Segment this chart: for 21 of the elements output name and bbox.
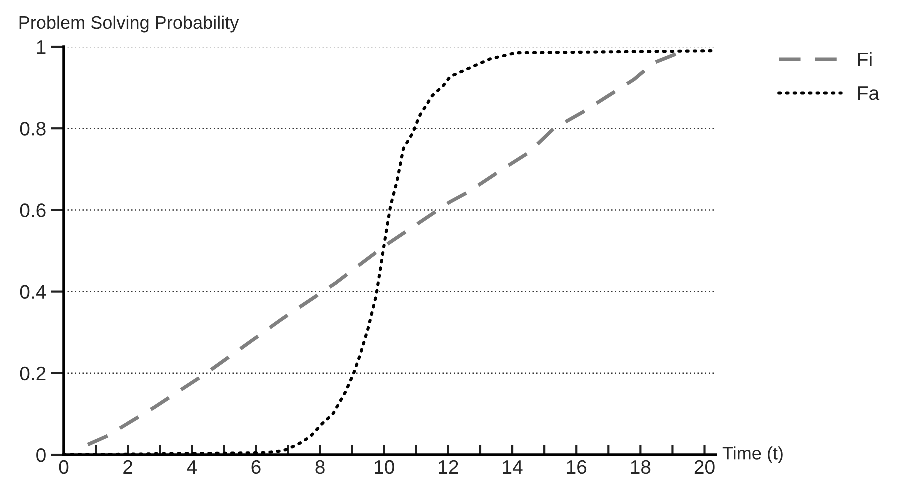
legend-label: Fi — [858, 52, 872, 66]
x-tick-label: 8 — [316, 460, 325, 474]
y-tick-label: 0.2 — [20, 366, 46, 381]
y-tick-label: 1 — [37, 40, 46, 54]
x-tick-label: 20 — [694, 460, 715, 474]
x-tick-label: 0 — [59, 460, 69, 474]
x-tick-label: 10 — [375, 460, 394, 474]
x-tick-label: 2 — [124, 460, 133, 474]
x-tick-label: 12 — [439, 460, 458, 474]
y-tick-label: 0.4 — [20, 285, 46, 300]
y-axis-title: Problem Solving Probability — [20, 16, 240, 33]
x-tick-label: 6 — [252, 460, 261, 474]
legend-label: Fa — [858, 86, 880, 100]
x-tick-label: 4 — [187, 460, 197, 474]
y-tick-label: 0.6 — [20, 204, 46, 218]
y-tick-label: 0.8 — [20, 122, 46, 136]
x-tick-label: 16 — [567, 460, 587, 474]
y-tick-label: 0 — [36, 448, 46, 462]
x-tick-label: 18 — [631, 460, 651, 474]
x-tick-label: 14 — [503, 460, 523, 474]
x-axis-title: Time (t) — [722, 446, 783, 464]
